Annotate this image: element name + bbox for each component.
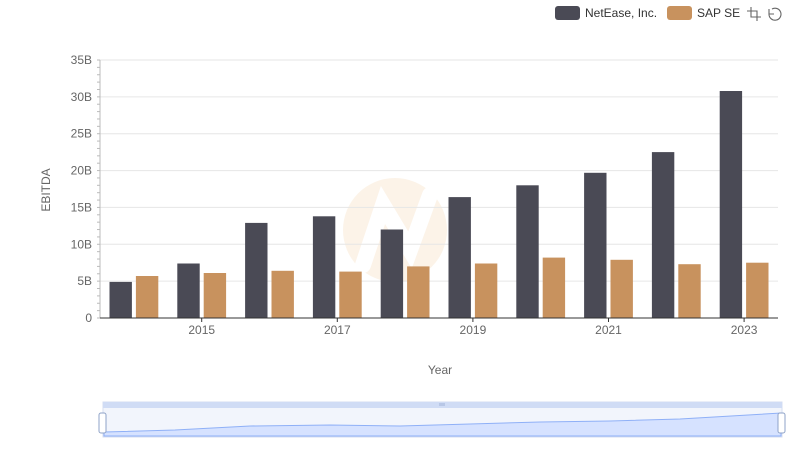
- x-tick-label: 2017: [324, 323, 351, 337]
- bar-sap-2018[interactable]: [407, 266, 430, 318]
- legend-item-sap[interactable]: SAP SE: [667, 6, 740, 20]
- y-tick-label: 20B: [71, 164, 92, 178]
- x-tick-label: 2019: [460, 323, 487, 337]
- legend-item-netease[interactable]: NetEase, Inc.: [555, 6, 657, 20]
- bar-sap-2015[interactable]: [203, 273, 227, 318]
- y-axis-title: EBITDA: [39, 168, 53, 211]
- y-tick-label: 10B: [71, 237, 92, 251]
- toolbox: [746, 6, 782, 22]
- y-tick-label: 30B: [71, 90, 92, 104]
- bar-netease-2022[interactable]: [651, 152, 675, 318]
- zoom-icon[interactable]: [746, 6, 762, 22]
- slider-handle-left[interactable]: [98, 412, 107, 434]
- x-axis-title: Year: [428, 363, 452, 377]
- legend-label-sap: SAP SE: [697, 6, 741, 20]
- bar-netease-2015[interactable]: [177, 263, 200, 319]
- y-tick-label: 25B: [71, 127, 92, 141]
- legend-swatch-sap: [667, 6, 693, 20]
- bar-sap-2014[interactable]: [135, 276, 159, 318]
- x-tick-label: 2023: [731, 323, 758, 337]
- legend-label-netease: NetEase, Inc.: [585, 6, 658, 20]
- slider-grip-icon: [439, 403, 445, 406]
- restore-icon[interactable]: [766, 6, 782, 22]
- y-tick-label: 35B: [71, 53, 92, 67]
- bar-sap-2016[interactable]: [271, 270, 294, 318]
- bar-sap-2023[interactable]: [746, 262, 769, 318]
- bar-sap-2022[interactable]: [678, 264, 701, 318]
- bar-netease-2014[interactable]: [109, 281, 132, 318]
- bar-netease-2019[interactable]: [448, 197, 471, 318]
- x-tick-label: 2015: [188, 323, 215, 337]
- bar-sap-2017[interactable]: [339, 271, 362, 318]
- legend: NetEase, Inc. SAP SE: [555, 5, 750, 21]
- bar-netease-2021[interactable]: [584, 172, 607, 318]
- bar-sap-2019[interactable]: [474, 263, 498, 319]
- bar-netease-2017[interactable]: [312, 216, 336, 318]
- data-zoom-slider[interactable]: [98, 401, 786, 438]
- x-tick-label: 2021: [595, 323, 622, 337]
- slider-preview-line: [103, 412, 782, 437]
- bar-netease-2023[interactable]: [719, 91, 743, 318]
- bar-sap-2021[interactable]: [610, 259, 633, 318]
- y-tick-label: 15B: [71, 200, 92, 214]
- bar-netease-2018[interactable]: [380, 229, 404, 319]
- y-tick-label: 5B: [77, 274, 92, 288]
- slider-handle-right[interactable]: [777, 412, 786, 434]
- legend-swatch-netease: [555, 6, 580, 20]
- y-tick-label: 0: [85, 311, 92, 325]
- bar-netease-2016[interactable]: [245, 222, 268, 318]
- bar-netease-2020[interactable]: [516, 185, 539, 318]
- bar-sap-2020[interactable]: [542, 257, 566, 318]
